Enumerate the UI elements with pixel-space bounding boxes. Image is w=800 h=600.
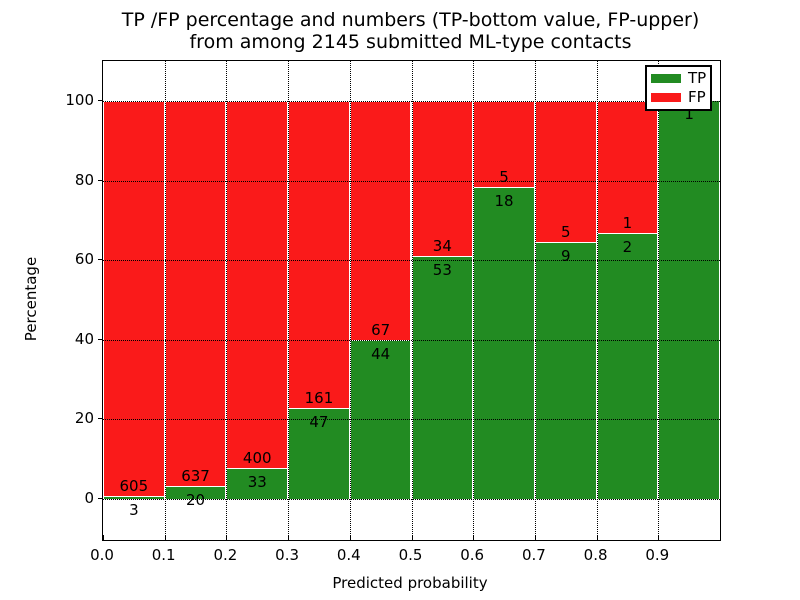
fp-color-swatch	[651, 93, 681, 102]
bar-label-fp: 5	[499, 167, 509, 186]
bar-segment-tp	[658, 101, 720, 499]
x-tick-label: 0.6	[460, 546, 485, 564]
tp-color-swatch	[651, 74, 681, 83]
grid-line-v	[349, 61, 351, 540]
plot-area: 605 3 637 20 400 33 161 47 67 44 34 53 5 18 5 9 1 2 1	[102, 60, 721, 541]
bar-segment-fp	[411, 101, 474, 257]
x-tick	[534, 535, 536, 540]
legend-entry-tp: TP	[651, 71, 706, 86]
x-tick-label: 0.1	[151, 546, 176, 564]
bar-segment-fp	[103, 101, 165, 498]
x-tick	[349, 535, 351, 540]
x-tick	[658, 535, 660, 540]
x-tick-label: 0.2	[213, 546, 238, 564]
bar-label-fp: 34	[432, 236, 452, 255]
bar-segment-tp	[473, 187, 535, 499]
x-tick	[103, 535, 104, 540]
y-tick-label: 0	[84, 489, 94, 507]
x-tick-label: 0.5	[398, 546, 423, 564]
bar-label-fp: 637	[181, 466, 210, 485]
y-tick-label: 20	[74, 409, 94, 428]
bar-label-tp: 44	[371, 345, 391, 364]
y-tick	[98, 498, 102, 499]
bar-label-tp: 9	[560, 247, 571, 266]
bar-segment-tp	[596, 233, 659, 499]
grid-line-v	[658, 61, 660, 540]
bar-label-fp: 400	[242, 448, 272, 467]
grid-line-v	[596, 61, 598, 540]
x-tick	[288, 535, 290, 540]
x-tick-label: 0.7	[521, 546, 546, 564]
bar-segment-tp	[103, 497, 165, 499]
y-tick-label: 40	[74, 329, 94, 348]
bar-label-fp: 5	[560, 223, 571, 242]
bar-segment-fp	[288, 101, 350, 410]
bar-segment-tp	[226, 468, 289, 499]
x-tick-label: 0.9	[645, 546, 670, 564]
bar-label-tp: 20	[186, 490, 206, 509]
grid-line-v	[288, 61, 290, 540]
bar-segment-tp	[288, 409, 350, 499]
bar-segment-fp	[226, 101, 289, 469]
bar-label-fp: 161	[304, 389, 334, 408]
bar-label-fp: 605	[119, 477, 149, 496]
bar-label-tp: 53	[432, 260, 452, 279]
y-tick	[98, 100, 102, 101]
bar-segment-tp	[534, 243, 597, 499]
bar-segment-fp	[534, 101, 597, 244]
grid-line-v	[534, 61, 536, 540]
legend-entry-fp: FP	[651, 90, 706, 105]
legend: TP FP	[645, 65, 712, 111]
y-tick-label: 100	[65, 91, 94, 109]
y-tick-label: 80	[74, 170, 94, 189]
bar-label-tp: 1	[684, 105, 694, 123]
bar-label-tp: 18	[494, 191, 514, 210]
bar-segment-tp	[411, 256, 474, 499]
y-tick	[98, 259, 102, 261]
y-tick-label: 60	[74, 250, 94, 269]
bar-label-fp: 1	[622, 213, 633, 232]
x-tick-label: 0.8	[583, 546, 608, 564]
grid-line-v	[411, 61, 413, 540]
grid-line-v	[226, 61, 228, 540]
bar-label-tp: 47	[309, 413, 329, 432]
grid-line-v	[473, 61, 475, 540]
bar-label-tp: 33	[247, 472, 267, 491]
x-tick-label: 0.4	[336, 546, 361, 564]
y-axis-label: Percentage	[22, 256, 40, 342]
x-axis-label: Predicted probability	[332, 574, 488, 592]
x-tick	[473, 535, 475, 540]
x-tick	[164, 535, 166, 540]
x-tick-label: 0.3	[275, 546, 300, 564]
x-tick	[226, 535, 228, 540]
legend-label-fp: FP	[688, 88, 706, 106]
x-tick	[596, 535, 598, 540]
bar-segment-fp	[349, 101, 412, 342]
bar-label-fp: 67	[371, 321, 391, 340]
x-tick-label: 0.0	[90, 546, 114, 564]
y-tick	[98, 338, 102, 340]
x-tick	[411, 535, 413, 540]
grid-line-v	[164, 61, 166, 540]
bar-label-tp: 2	[622, 237, 633, 256]
chart-title-line1: TP /FP percentage and numbers (TP-bottom…	[121, 9, 700, 31]
legend-label-tp: TP	[688, 69, 707, 87]
chart-title-line2: from among 2145 submitted ML-type contac…	[189, 31, 632, 53]
bar-label-tp: 3	[129, 501, 139, 520]
bar-segment-fp	[164, 101, 227, 487]
y-tick	[98, 418, 102, 420]
y-tick	[98, 179, 102, 181]
